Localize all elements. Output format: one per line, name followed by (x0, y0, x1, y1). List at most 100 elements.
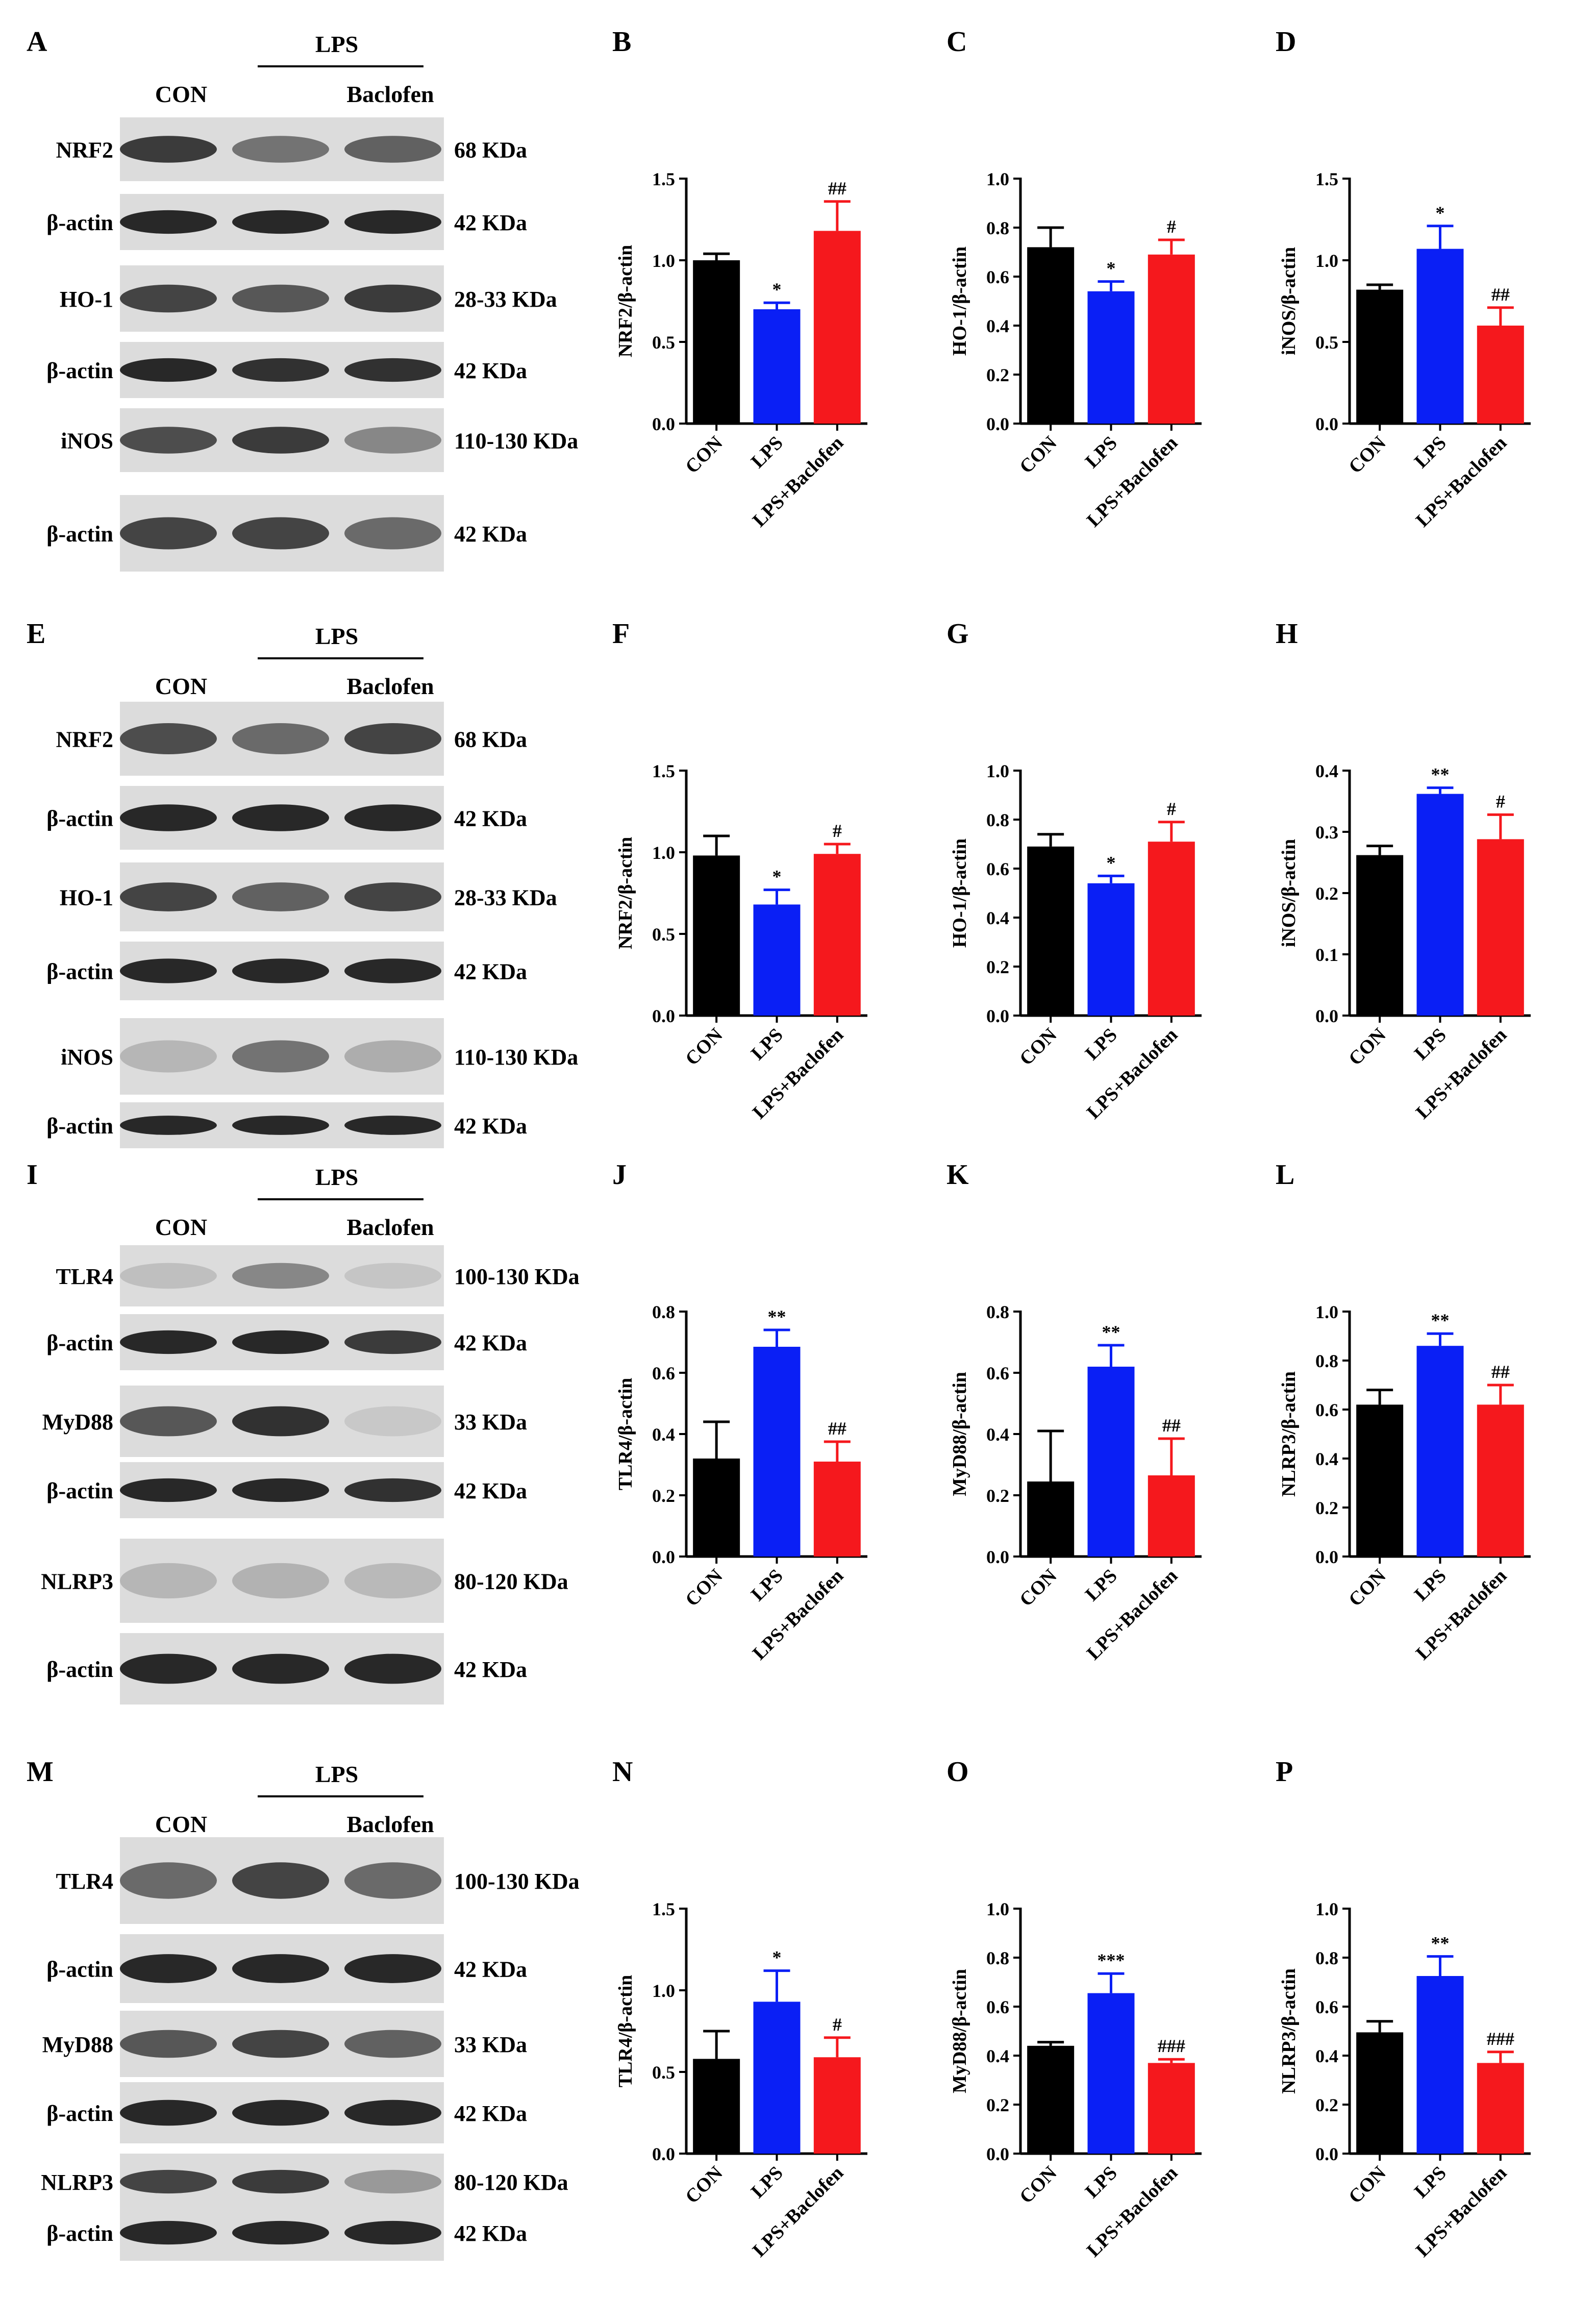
y-tick-label: 0.2 (986, 365, 1009, 385)
significance-marker: ## (1491, 1362, 1510, 1382)
chart-panel-J: J0.00.20.40.60.8TLR4/β-actinCON**LPS##LP… (612, 1159, 867, 1664)
panel-letter: K (946, 1159, 969, 1191)
kda-label: 42 KDa (454, 2101, 527, 2126)
blot-band (120, 1653, 217, 1684)
kda-label: 68 KDa (454, 138, 527, 163)
bar-lps (1087, 1993, 1135, 2154)
y-tick-label: 0.0 (986, 2144, 1009, 2164)
bar-lps (1087, 883, 1135, 1016)
kda-label: 33 KDa (454, 2032, 527, 2057)
blot-band (344, 958, 441, 983)
blot-row: β-actin 42 KDa (46, 1462, 527, 1518)
bar-con (693, 855, 740, 1016)
blot-row: TLR4 100-130 KDa (56, 1245, 580, 1306)
chart-panel-B: B0.00.51.01.5NRF2/β-actinCON*LPS##LPS+Ba… (612, 26, 867, 531)
blot-band (232, 1406, 329, 1437)
chart-panel-F: F0.00.51.01.5NRF2/β-actinCON*LPS#LPS+Bac… (612, 618, 867, 1123)
y-tick-label: 0.8 (1315, 1351, 1338, 1371)
blot-band (344, 1563, 441, 1599)
kda-label: 68 KDa (454, 727, 527, 752)
x-tick-label: CON (1015, 2162, 1061, 2208)
y-tick-label: 0.8 (986, 810, 1009, 830)
y-tick-label: 1.0 (1315, 1302, 1338, 1322)
baclofen-header: Baclofen (346, 81, 434, 107)
y-tick-label: 0.0 (652, 414, 675, 434)
significance-marker: * (1107, 852, 1116, 873)
bar-lps-baclofen (1477, 839, 1524, 1016)
x-tick-label: CON (681, 432, 727, 478)
significance-marker: * (772, 867, 782, 887)
y-tick-label: 0.5 (652, 332, 675, 353)
y-tick-label: 0.0 (986, 1547, 1009, 1567)
blot-band (344, 1263, 441, 1289)
blot-band (344, 1954, 441, 1983)
blot-band (344, 2220, 441, 2245)
blot-band (232, 1563, 329, 1599)
y-tick-label: 0.0 (652, 1547, 675, 1567)
significance-marker: ** (1431, 1933, 1450, 1954)
blot-band (344, 1330, 441, 1354)
y-tick-label: 0.8 (652, 1302, 675, 1322)
protein-label: β-actin (46, 358, 113, 383)
blot-band (344, 2169, 441, 2194)
blot-band (120, 882, 217, 911)
y-tick-label: 0.2 (1315, 1498, 1338, 1518)
blot-band (120, 1563, 217, 1599)
y-tick-label: 0.4 (986, 316, 1009, 336)
significance-marker: * (772, 279, 782, 300)
significance-marker: *** (1098, 1950, 1125, 1970)
blot-row: β-actin 42 KDa (46, 786, 527, 850)
panel-letter: L (1276, 1159, 1294, 1191)
y-tick-label: 0.6 (986, 1363, 1009, 1384)
blot-band (120, 1954, 217, 1983)
blot-row: β-actin 42 KDa (46, 1633, 527, 1705)
blot-band (232, 1116, 329, 1135)
blot-band (344, 2100, 441, 2126)
blot-panel-A: A LPS CON Baclofen NRF2 68 KDa β-actin 42 KDa HO… (27, 26, 578, 572)
y-tick-label: 1.0 (986, 169, 1009, 189)
bar-lps (753, 2002, 801, 2154)
blot-band (120, 804, 217, 831)
y-tick-label: 0.2 (986, 957, 1009, 977)
blot-band (344, 723, 441, 754)
x-tick-label: CON (1015, 1024, 1061, 1070)
bar-lps-baclofen (1477, 2063, 1524, 2154)
blot-band (232, 358, 329, 382)
x-tick-label: LPS (1410, 432, 1451, 473)
bar-con (1356, 2032, 1404, 2154)
blot-row: NRF2 68 KDa (56, 117, 527, 181)
panel-letter: I (27, 1159, 38, 1191)
y-axis-label: NRF2/β-actin (615, 245, 636, 358)
bar-con (1027, 2045, 1075, 2154)
y-tick-label: 0.6 (986, 859, 1009, 879)
blot-band (120, 1040, 217, 1073)
blot-band (344, 2030, 441, 2058)
x-tick-label: CON (1344, 1565, 1390, 1611)
y-axis-label: iNOS/β-actin (1278, 839, 1300, 947)
chart-panel-N: N0.00.51.01.5TLR4/β-actinCON*LPS#LPS+Bac… (612, 1756, 867, 2261)
blot-band (232, 517, 329, 550)
bar-con (1356, 1404, 1404, 1557)
protein-label: β-actin (46, 1957, 113, 1982)
protein-label: TLR4 (56, 1869, 113, 1894)
y-tick-label: 0.4 (986, 908, 1009, 928)
protein-label: HO-1 (60, 885, 113, 910)
bar-lps-baclofen (1148, 2063, 1195, 2154)
blot-row: β-actin 42 KDa (46, 2205, 527, 2261)
y-tick-label: 0.0 (1315, 2144, 1338, 2164)
blot-row: NLRP3 80-120 KDa (41, 2154, 568, 2210)
blot-band (232, 2100, 329, 2126)
y-tick-label: 0.6 (652, 1363, 675, 1384)
protein-label: MyD88 (42, 1410, 113, 1435)
blot-band (120, 1116, 217, 1135)
blot-band (232, 1954, 329, 1983)
y-tick-label: 0.4 (986, 2046, 1009, 2066)
y-tick-label: 1.5 (652, 169, 675, 189)
y-tick-label: 0.0 (652, 2144, 675, 2164)
bar-lps (753, 309, 801, 424)
y-tick-label: 0.2 (986, 2095, 1009, 2115)
panel-letter: H (1276, 618, 1298, 650)
bar-lps-baclofen (813, 1462, 861, 1557)
blot-band (232, 1862, 329, 1899)
bar-lps (1416, 249, 1464, 424)
